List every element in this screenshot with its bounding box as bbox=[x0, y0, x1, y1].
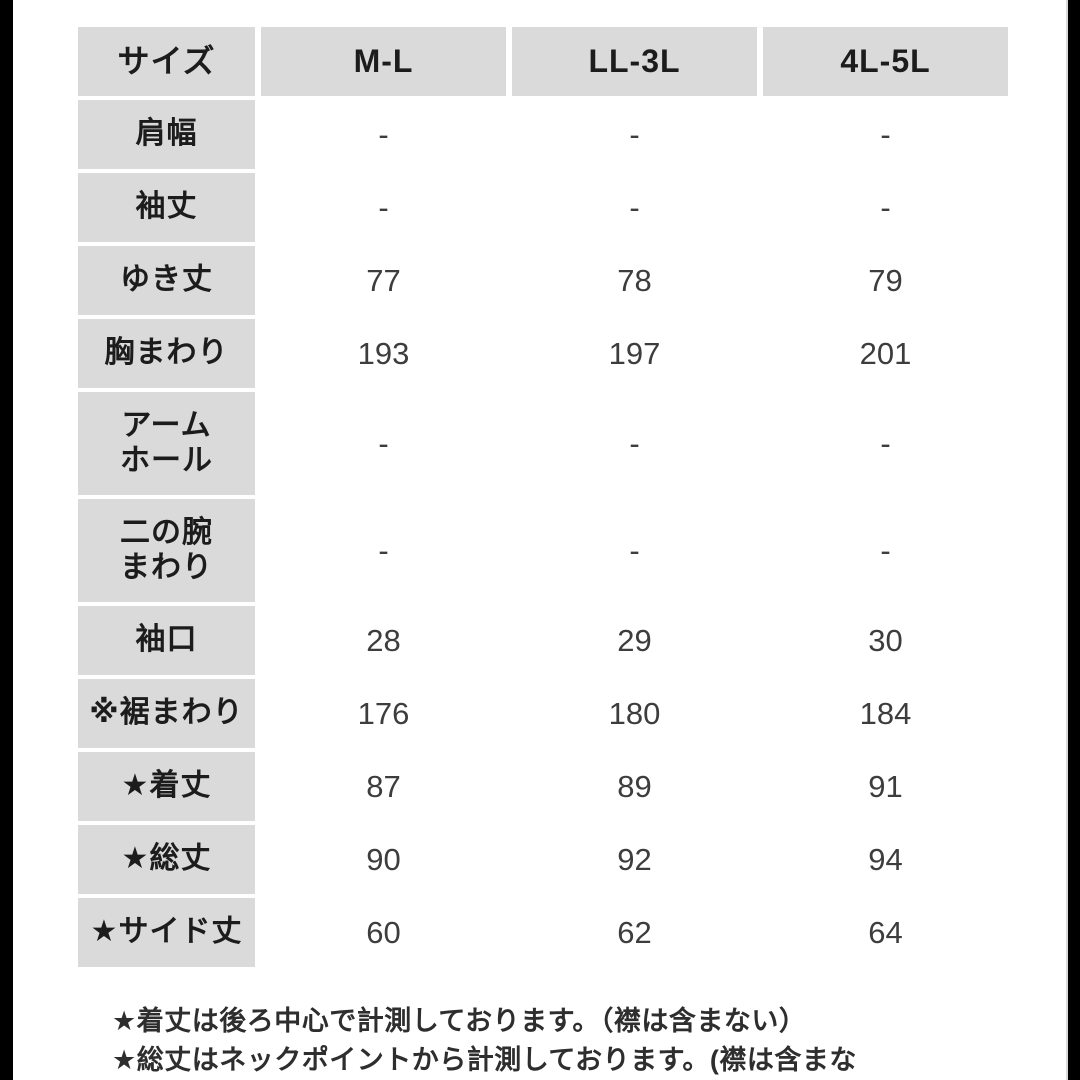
table-row-back-length: ★着丈 87 89 91 bbox=[78, 752, 1008, 821]
row-label: 肩幅 bbox=[78, 100, 255, 169]
value-cell: - bbox=[512, 499, 757, 602]
row-label: 胸まわり bbox=[78, 319, 255, 388]
row-label: アーム ホール bbox=[78, 392, 255, 495]
table-row-upper-arm: 二の腕 まわり - - - bbox=[78, 499, 1008, 602]
value-cell: - bbox=[763, 499, 1008, 602]
table-row-armhole: アーム ホール - - - bbox=[78, 392, 1008, 495]
value-cell: 78 bbox=[512, 246, 757, 315]
table-row-cuff: 袖口 28 29 30 bbox=[78, 606, 1008, 675]
value-cell: - bbox=[512, 392, 757, 495]
table-row-yuki-length: ゆき丈 77 78 79 bbox=[78, 246, 1008, 315]
column-header-m-l: M-L bbox=[261, 27, 506, 96]
value-cell: 193 bbox=[261, 319, 506, 388]
table-row-shoulder-width: 肩幅 - - - bbox=[78, 100, 1008, 169]
value-cell: 89 bbox=[512, 752, 757, 821]
value-cell: 201 bbox=[763, 319, 1008, 388]
value-cell: 79 bbox=[763, 246, 1008, 315]
note-line-2: ★総丈はネックポイントから計測しております。(襟は含まな bbox=[112, 1045, 857, 1075]
table-row-hem: ※裾まわり 176 180 184 bbox=[78, 679, 1008, 748]
value-cell: 87 bbox=[261, 752, 506, 821]
value-cell: 62 bbox=[512, 898, 757, 967]
table-row-total-length: ★総丈 90 92 94 bbox=[78, 825, 1008, 894]
value-cell: - bbox=[763, 100, 1008, 169]
table-header-row: サイズ M-L LL-3L 4L-5L bbox=[78, 27, 1008, 96]
value-cell: 94 bbox=[763, 825, 1008, 894]
value-cell: 91 bbox=[763, 752, 1008, 821]
value-cell: 77 bbox=[261, 246, 506, 315]
value-cell: 180 bbox=[512, 679, 757, 748]
size-table: サイズ M-L LL-3L 4L-5L 肩幅 - - - 袖丈 - - - ゆき… bbox=[78, 27, 1008, 971]
row-label: ゆき丈 bbox=[78, 246, 255, 315]
column-header-ll-3l: LL-3L bbox=[512, 27, 757, 96]
row-label: 袖丈 bbox=[78, 173, 255, 242]
value-cell: 28 bbox=[261, 606, 506, 675]
row-label: ★総丈 bbox=[78, 825, 255, 894]
left-edge-bar bbox=[0, 0, 13, 1080]
row-label: 袖口 bbox=[78, 606, 255, 675]
value-cell: - bbox=[261, 392, 506, 495]
value-cell: 176 bbox=[261, 679, 506, 748]
value-cell: - bbox=[512, 173, 757, 242]
row-label: ★着丈 bbox=[78, 752, 255, 821]
value-cell: 60 bbox=[261, 898, 506, 967]
value-cell: - bbox=[763, 392, 1008, 495]
value-cell: 64 bbox=[763, 898, 1008, 967]
value-cell: - bbox=[261, 100, 506, 169]
value-cell: 30 bbox=[763, 606, 1008, 675]
value-cell: - bbox=[261, 499, 506, 602]
value-cell: 197 bbox=[512, 319, 757, 388]
table-row-chest: 胸まわり 193 197 201 bbox=[78, 319, 1008, 388]
value-cell: 92 bbox=[512, 825, 757, 894]
header-size-label: サイズ bbox=[78, 27, 255, 96]
value-cell: - bbox=[261, 173, 506, 242]
note-line-1: ★着丈は後ろ中心で計測しております。（襟は含まない） bbox=[112, 1006, 807, 1036]
value-cell: - bbox=[763, 173, 1008, 242]
row-label: ※裾まわり bbox=[78, 679, 255, 748]
row-label: 二の腕 まわり bbox=[78, 499, 255, 602]
value-cell: 184 bbox=[763, 679, 1008, 748]
table-row-side-length: ★サイド丈 60 62 64 bbox=[78, 898, 1008, 967]
table-row-sleeve-length: 袖丈 - - - bbox=[78, 173, 1008, 242]
measurement-notes: ★着丈は後ろ中心で計測しております。（襟は含まない） ★総丈はネックポイントから… bbox=[112, 1002, 1062, 1080]
value-cell: - bbox=[512, 100, 757, 169]
column-header-4l-5l: 4L-5L bbox=[763, 27, 1008, 96]
value-cell: 29 bbox=[512, 606, 757, 675]
row-label: ★サイド丈 bbox=[78, 898, 255, 967]
value-cell: 90 bbox=[261, 825, 506, 894]
right-edge-bar bbox=[1066, 0, 1080, 1080]
